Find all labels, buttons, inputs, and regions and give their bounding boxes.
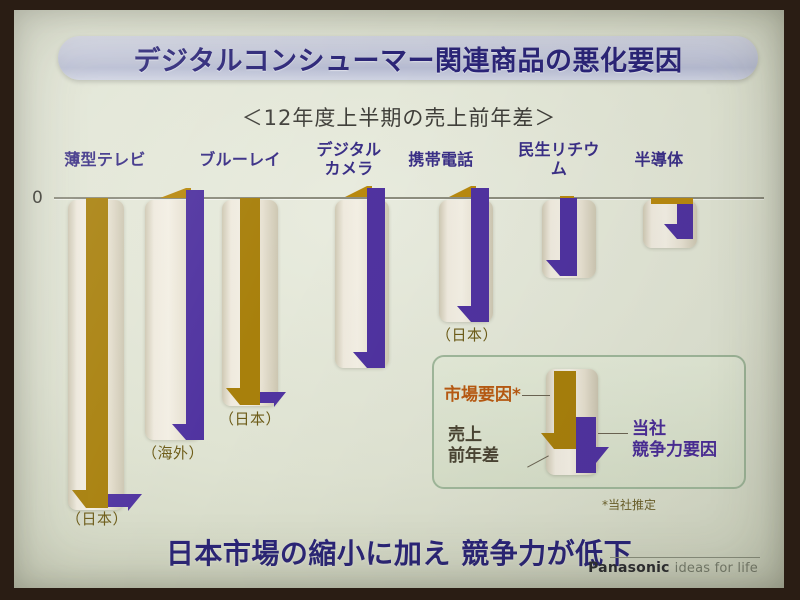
slide-title: デジタルコンシューマー関連商品の悪化要因 [133,45,683,77]
bar-region-label: （日本） [435,326,498,344]
category-label-semiconductor: 半導体 [634,150,684,169]
chart-legend: 市場要因* 売上 前年差 当社 競争力要因 [432,355,746,489]
slide-title-bar: デジタルコンシューマー関連商品の悪化要因 [58,36,758,80]
bar-region-label: （日本） [218,410,281,428]
brand-name: Panasonic [588,560,670,576]
chart-footnote: *当社推定 [602,498,657,512]
axis-zero-line [54,197,764,199]
photo-edge-left [0,0,14,600]
bar-region-label: （海外） [141,444,204,462]
brand-divider [610,557,760,558]
slide-key-message: 日本市場の縮小に加え 競争力が低下 [165,537,633,570]
category-label-mobile-phone: 携帯電話 [408,150,474,169]
legend-label-competitiveness: 当社 競争力要因 [632,419,717,461]
presentation-slide: デジタルコンシューマー関連商品の悪化要因 ＜12年度上半期の売上前年差＞ 0 薄… [14,10,784,588]
legend-label-comp-line2: 競争力要因 [632,440,717,460]
legend-label-market-factor: 市場要因* [444,385,521,405]
panasonic-logo: Panasonic ideas for life [588,560,758,576]
axis-zero-label: 0 [32,188,43,208]
category-label-lithium: 民生リチウム [518,140,600,178]
legend-label-sales-line2: 前年差 [448,446,499,466]
brand-tagline: ideas for life [674,561,758,576]
legend-leader-market [522,395,550,396]
category-label-digital-camera: デジタルカメラ [316,140,382,178]
legend-label-comp-line1: 当社 [632,419,666,439]
legend-leader-competitiveness [598,433,628,434]
photo-edge-top [0,0,800,10]
category-label-tv: 薄型テレビ [64,150,146,169]
photo-edge-right [784,0,800,600]
category-label-bluray: ブルーレイ [199,150,281,169]
chart-plot-area: 0 薄型テレビ ブルーレイ デジタルカメラ 携帯電話 民生リチウム 半導体 [14,10,784,588]
bar-region-label: （日本） [65,510,128,528]
photo-edge-bottom [0,588,800,600]
legend-label-sales-line1: 売上 [448,425,482,445]
slide-subtitle: ＜12年度上半期の売上前年差＞ [241,106,557,130]
legend-label-sales-diff: 売上 前年差 [448,425,499,467]
